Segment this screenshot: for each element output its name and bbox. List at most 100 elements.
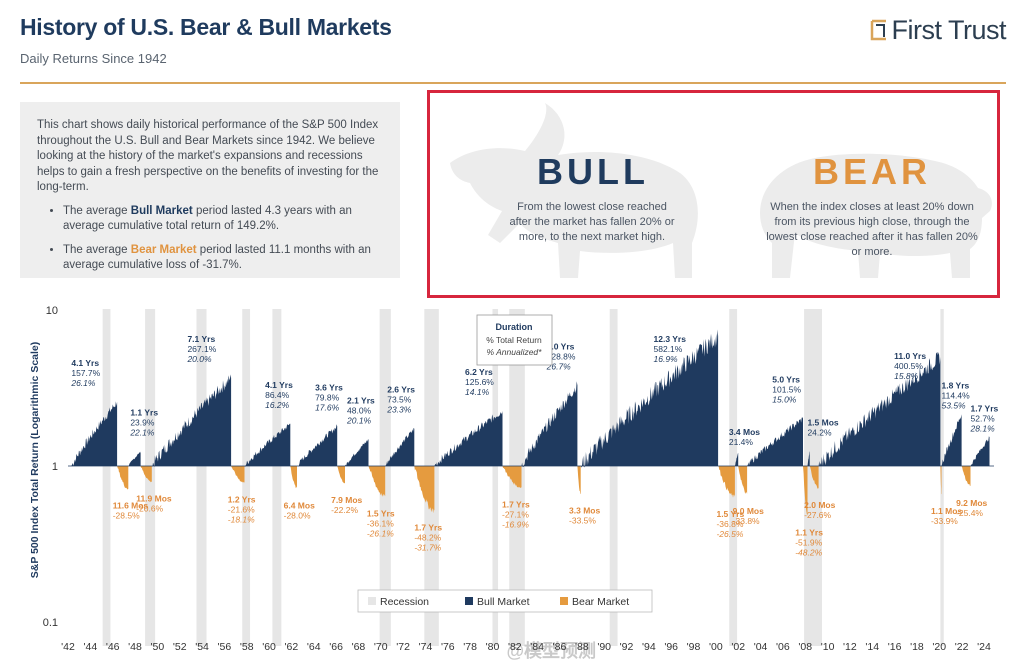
x-tick-label: '52: [173, 641, 187, 653]
bear-duration-label: 7.9 Mos: [331, 495, 362, 505]
bull-market-area: [434, 410, 503, 466]
bear-market-label: 1.1 Mos-33.9%: [931, 506, 962, 526]
bull-duration-label: 7.1 Yrs: [187, 334, 215, 344]
legend-swatch: [368, 597, 376, 605]
bear-total-return-label: -48.2%: [414, 533, 441, 543]
recession-band: [272, 309, 282, 646]
bull-duration-label: 5.0 Yrs: [772, 375, 800, 385]
bull-annualized-label: 23.3%: [386, 405, 412, 415]
definitions-panel: BULL From the lowest close reached after…: [427, 90, 1000, 298]
x-tick-label: '80: [486, 641, 500, 653]
bear-total-return-label: -33.9%: [931, 516, 958, 526]
x-tick-label: '70: [374, 641, 388, 653]
bear-market-label: 9.2 Mos-25.4%: [956, 498, 987, 518]
bull-duration-label: 5.0 Yrs: [547, 341, 575, 351]
x-tick-label: '48: [128, 641, 142, 653]
bear-market-label: 2.0 Mos-27.6%: [804, 500, 835, 520]
bear-market-area: [290, 466, 297, 489]
bull-annualized-label: 14.1%: [465, 387, 490, 397]
bear-annualized-label: -18.1%: [228, 514, 255, 524]
bull-annualized-label: 26.7%: [546, 361, 572, 371]
x-tick-label: '42: [61, 641, 75, 653]
bull-market-area: [71, 401, 118, 466]
bull-duration-label: 3.6 Yrs: [315, 382, 343, 392]
bear-duration-label: 1.5 Yrs: [367, 508, 395, 518]
x-tick-label: '46: [106, 641, 120, 653]
bull-annualized-label: 26.1%: [70, 378, 96, 388]
bear-market-area: [803, 466, 808, 516]
x-tick-label: '10: [821, 641, 835, 653]
bear-duration-label: 2.0 Mos: [804, 500, 835, 510]
duration-key-annualized: % Annualized*: [487, 347, 543, 357]
bull-market-area: [128, 451, 141, 466]
x-tick-label: '18: [910, 641, 924, 653]
bear-market-area: [368, 466, 386, 497]
bull-total-return-label: 23.9%: [130, 417, 155, 427]
bear-duration-label: 11.9 Mos: [136, 494, 172, 504]
bear-total-return-label: -51.9%: [795, 538, 822, 548]
bear-duration-label: 1.7 Yrs: [502, 499, 530, 509]
bull-market-area: [385, 427, 415, 466]
bear-market-label: 9.0 Mos-33.8%: [733, 506, 764, 526]
bear-market-label: 1.1 Yrs-51.9%-48.2%: [795, 528, 823, 558]
bear-total-return-label: -27.1%: [502, 509, 529, 519]
y-tick-label: 0.1: [43, 617, 58, 629]
x-tick-label: '20: [932, 641, 946, 653]
bear-market-label: 1.7 Yrs-27.1%-16.9%: [502, 499, 530, 529]
x-tick-label: '02: [731, 641, 745, 653]
legend-swatch: [560, 597, 568, 605]
bull-duration-label: 1.5 Mos: [807, 417, 838, 427]
bull-total-return-label: 21.4%: [729, 437, 754, 447]
x-tick-label: '88: [575, 641, 589, 653]
x-tick-label: '56: [218, 641, 232, 653]
bull-market-area: [244, 423, 291, 467]
bull-annualized-label: 17.6%: [315, 402, 340, 412]
y-tick-label: 1: [52, 461, 58, 473]
bear-market-label: 11.6 Mos-28.5%: [113, 501, 149, 521]
x-tick-label: '24: [977, 641, 991, 653]
x-tick-label: '78: [463, 641, 477, 653]
bull-annualized-label: 20.0%: [186, 354, 212, 364]
bear-total-return-label: -25.4%: [956, 508, 983, 518]
x-tick-label: '96: [664, 641, 678, 653]
x-tick-label: '94: [642, 641, 656, 653]
bear-annualized-label: -48.2%: [795, 548, 822, 558]
bull-market-area: [151, 374, 232, 468]
x-tick-label: '60: [262, 641, 276, 653]
bull-duration-label: 4.1 Yrs: [71, 358, 99, 368]
x-tick-label: '62: [285, 641, 299, 653]
chart-legend: Recession Bull Market Bear Market: [357, 589, 653, 613]
bull-total-return-label: 101.5%: [772, 385, 801, 395]
bull-duration-label: 1.8 Yrs: [942, 380, 970, 390]
bear-duration-label: 1.1 Mos: [931, 506, 962, 516]
legend-item-label: Bull Market: [477, 596, 530, 608]
bull-market-area: [734, 452, 739, 466]
x-axis-ticks: '42 '44 '46 '48 '50 '52 '54 '56 '58 '60 '62 '64 '66 '…: [61, 641, 991, 653]
x-tick-label: '14: [865, 641, 879, 653]
bull-duration-label: 2.6 Yrs: [387, 385, 415, 395]
duration-key-title: Duration: [496, 322, 533, 332]
bear-market-label: 7.9 Mos-22.2%: [331, 495, 362, 515]
bull-total-return-label: 228.8%: [547, 351, 576, 361]
page-subtitle: Daily Returns Since 1942: [20, 51, 167, 66]
bull-market-area: [747, 417, 803, 466]
bear-market-area: [940, 466, 942, 495]
bear-market-area: [231, 466, 245, 483]
bear-market-area: [337, 466, 345, 484]
bear-market-area: [577, 466, 581, 495]
x-tick-label: '50: [151, 641, 165, 653]
bear-market-area: [502, 466, 522, 488]
y-axis-ticks: 10 1 0.1: [43, 305, 58, 629]
bear-definition-title: BEAR: [812, 151, 931, 192]
bull-duration-label: 1.7 Yrs: [971, 403, 999, 413]
